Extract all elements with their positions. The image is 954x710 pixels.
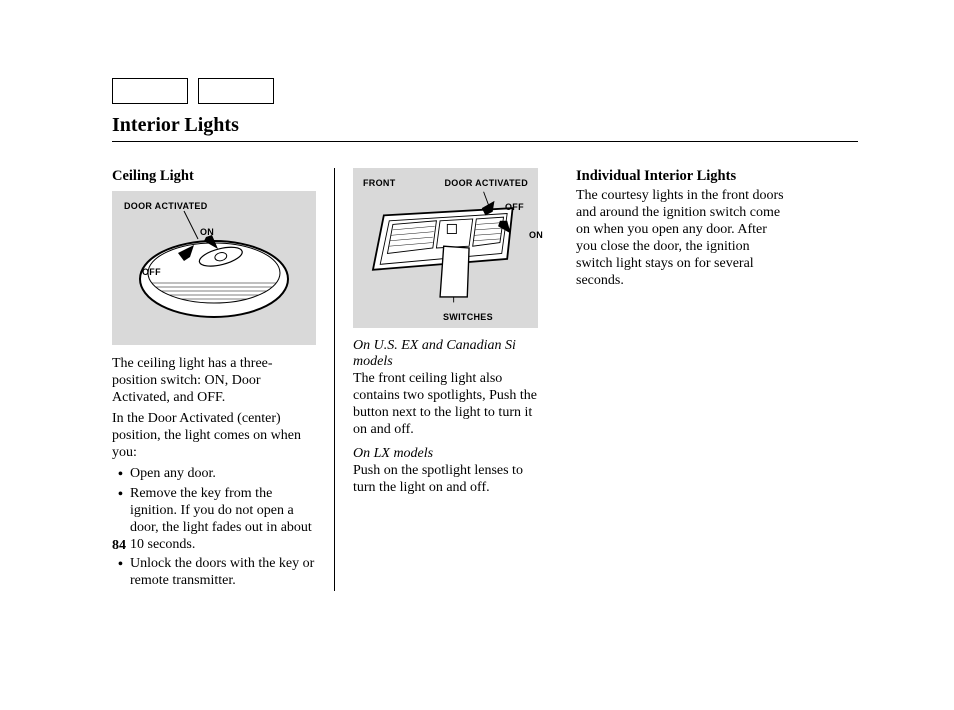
label-on: ON xyxy=(200,227,214,237)
ceiling-light-figure: DOOR ACTIVATED ON OFF xyxy=(112,191,316,345)
manual-page: Interior Lights Ceiling Light xyxy=(0,0,954,528)
col1-bullets: Open any door. Remove the key from the i… xyxy=(112,465,316,589)
col3-p1: The courtesy lights in the front doors a… xyxy=(576,187,784,289)
col2-p2: Push on the spotlight lenses to turn the… xyxy=(353,462,538,496)
label-on-2: ON xyxy=(529,230,543,240)
col2-note2: On LX models xyxy=(353,446,538,462)
label-door-activated-2: DOOR ACTIVATED xyxy=(444,178,528,188)
page-title: Interior Lights xyxy=(112,112,858,142)
tab-1 xyxy=(112,78,188,104)
column-2: FRONT DOOR ACTIVATED OFF ON SWITCHES On … xyxy=(334,168,556,591)
label-front: FRONT xyxy=(363,178,396,188)
bullet-1: Open any door. xyxy=(128,465,316,482)
bullet-3: Unlock the doors with the key or remote … xyxy=(128,555,316,589)
col2-note1: On U.S. EX and Canadian Si models xyxy=(353,338,538,370)
col1-p2: In the Door Activated (center) position,… xyxy=(112,410,316,461)
label-switches: SWITCHES xyxy=(443,312,493,322)
header-tabs xyxy=(112,78,858,104)
column-3: Individual Interior Lights The courtesy … xyxy=(556,168,802,591)
col1-p1: The ceiling light has a three-position s… xyxy=(112,355,316,406)
page-number: 84 xyxy=(112,538,126,554)
individual-lights-heading: Individual Interior Lights xyxy=(576,168,784,185)
content-columns: Ceiling Light xyxy=(112,168,858,528)
label-off: OFF xyxy=(142,267,161,277)
label-door-activated: DOOR ACTIVATED xyxy=(124,201,208,211)
ceiling-light-heading: Ceiling Light xyxy=(112,168,316,185)
front-ceiling-figure: FRONT DOOR ACTIVATED OFF ON SWITCHES xyxy=(353,168,538,328)
label-off-2: OFF xyxy=(505,202,524,212)
column-1: Ceiling Light xyxy=(112,168,334,591)
col2-p1: The front ceiling light also contains tw… xyxy=(353,370,538,438)
tab-2 xyxy=(198,78,274,104)
bullet-2: Remove the key from the ignition. If you… xyxy=(128,485,316,553)
